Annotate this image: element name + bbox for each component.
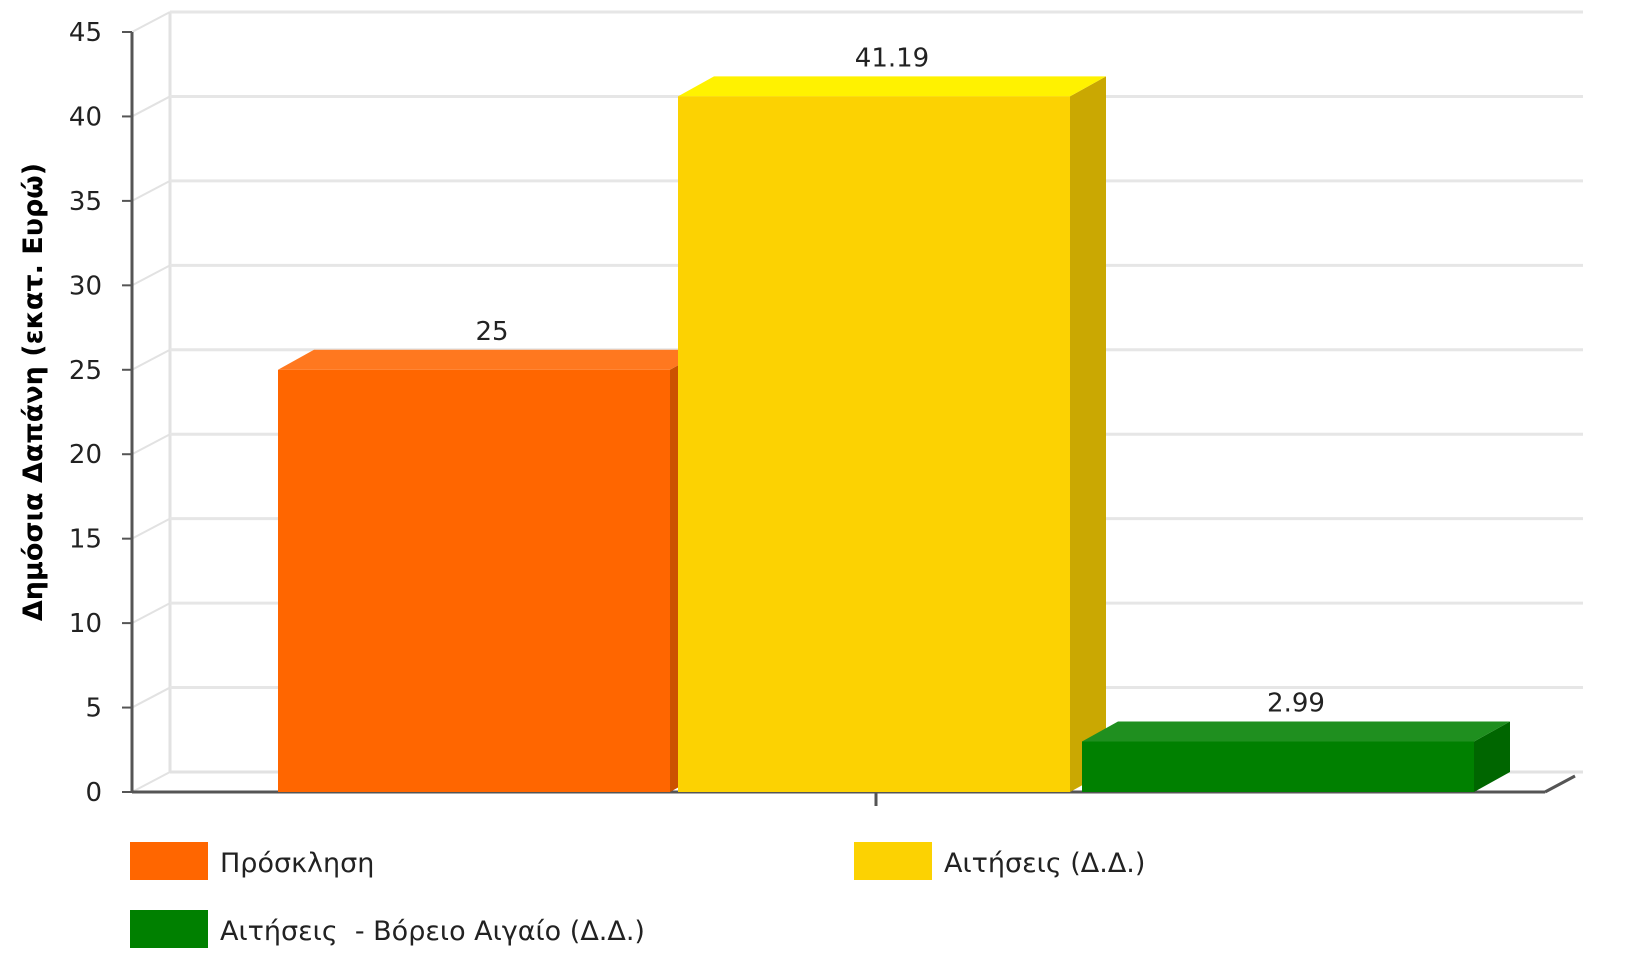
gridline-depth bbox=[131, 771, 171, 793]
bars-layer bbox=[278, 76, 1510, 792]
y-tick-label: 30 bbox=[69, 271, 102, 301]
y-axis-title: Δημόσια Δαπάνη (εκατ. Ευρώ) bbox=[18, 163, 49, 621]
bar-3 bbox=[1082, 721, 1510, 792]
bar-1 bbox=[278, 349, 706, 792]
legend-item: Αιτήσεις (Δ.Δ.) bbox=[854, 842, 1145, 880]
y-tick-label: 15 bbox=[69, 525, 102, 555]
bar-top-face bbox=[678, 76, 1106, 97]
gridline-depth bbox=[131, 348, 171, 371]
bar-front-face bbox=[678, 96, 1070, 792]
legend-swatch bbox=[854, 842, 932, 880]
legend: Πρόσκληση Αιτήσεις (Δ.Δ.) Αιτήσεις - Βόρει… bbox=[130, 842, 1145, 948]
legend-swatch bbox=[130, 842, 208, 880]
data-label: 2.99 bbox=[1267, 689, 1325, 719]
gridline-depth bbox=[131, 433, 171, 456]
bar-top-face bbox=[1082, 721, 1510, 742]
y-tick-label: 20 bbox=[69, 440, 102, 470]
bar-top-face bbox=[278, 349, 706, 370]
data-label: 25 bbox=[475, 317, 508, 347]
x-axis-depth-line bbox=[1544, 774, 1576, 794]
y-tick-label: 35 bbox=[69, 187, 102, 217]
gridline-depth bbox=[131, 95, 171, 118]
bar-side-face bbox=[1474, 721, 1510, 792]
legend-swatch bbox=[130, 910, 208, 948]
gridline-depth bbox=[131, 180, 171, 202]
bar-2 bbox=[678, 76, 1106, 792]
gridline-depth bbox=[131, 686, 171, 709]
data-label: 41.19 bbox=[855, 43, 929, 73]
gridline-depth bbox=[131, 517, 171, 540]
bar-front-face bbox=[278, 369, 670, 792]
legend-label: Πρόσκληση bbox=[220, 848, 374, 879]
gridline-depth bbox=[131, 11, 171, 33]
y-tick-label: 10 bbox=[69, 609, 102, 639]
gridline-depth bbox=[131, 264, 171, 287]
bar-side-face bbox=[1070, 76, 1106, 792]
y-tick-label: 25 bbox=[69, 356, 102, 386]
y-tick-label: 40 bbox=[69, 102, 102, 132]
y-tick-label: 5 bbox=[85, 694, 102, 724]
y-tick-label: 0 bbox=[85, 778, 102, 808]
legend-item: Πρόσκληση bbox=[130, 842, 374, 880]
bar-front-face bbox=[1082, 741, 1474, 792]
legend-label: Αιτήσεις (Δ.Δ.) bbox=[944, 848, 1145, 879]
gridline-depth bbox=[131, 602, 171, 624]
data-labels-layer: 25 41.19 2.99 bbox=[475, 43, 1324, 718]
y-tick-label: 45 bbox=[69, 18, 102, 48]
legend-item: Αιτήσεις - Βόρειο Αιγαίο (Δ.Δ.) bbox=[130, 910, 645, 948]
legend-label: Αιτήσεις - Βόρειο Αιγαίο (Δ.Δ.) bbox=[220, 916, 645, 947]
